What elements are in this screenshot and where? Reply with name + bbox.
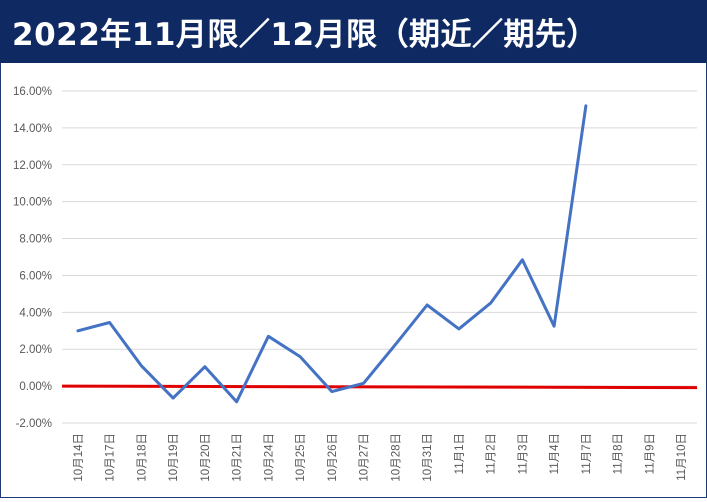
chart-title: 2022年11月限／12月限（期近／期先） [12,9,598,54]
y-tick-label: 10.00% [13,197,52,209]
x-tick-label: 11月4日 [549,433,561,474]
x-axis-ticks: 10月14日 10月17日 10月18日 10月19日 10月20日 10月21日 10月2… [73,433,688,482]
series-line [78,106,586,402]
y-tick-label: -2.00% [16,418,52,430]
x-tick-label: 11月10日 [676,433,688,481]
x-tick-label: 11月9日 [644,433,656,474]
y-axis-ticks: -2.00% 0.00% 2.00% 4.00% 6.00% 8.00% 10.00% 12.… [13,86,52,430]
y-tick-label: 16.00% [13,86,52,98]
y-tick-label: 14.00% [13,123,52,135]
x-tick-label: 10月20日 [200,433,212,482]
x-tick-label: 10月21日 [232,433,244,482]
y-tick-label: 0.00% [19,381,52,393]
title-banner: 2022年11月限／12月限（期近／期先） [0,0,707,63]
x-tick-label: 10月24日 [263,433,275,482]
zero-reference-line [62,386,697,388]
y-tick-label: 8.00% [19,234,52,246]
y-tick-label: 6.00% [19,270,52,282]
x-tick-label: 10月19日 [168,433,180,482]
y-tick-label: 2.00% [19,344,52,356]
x-tick-label: 10月25日 [295,433,307,482]
x-tick-label: 11月3日 [517,433,529,474]
x-tick-label: 10月28日 [390,433,402,482]
x-tick-label: 11月7日 [581,433,593,474]
x-tick-label: 10月18日 [136,433,148,482]
x-tick-label: 11月8日 [613,433,625,474]
series-group [78,106,586,402]
x-tick-label: 11月1日 [454,433,466,474]
zero-reference-line-group [62,386,697,388]
x-tick-label: 10月17日 [105,433,117,482]
chart-area: -2.00% 0.00% 2.00% 4.00% 6.00% 8.00% 10.00% 12.… [0,63,707,498]
x-tick-label: 11月2日 [486,433,498,474]
x-tick-label: 10月26日 [327,433,339,482]
y-tick-label: 12.00% [13,160,52,172]
y-tick-label: 4.00% [19,307,52,319]
line-chart: -2.00% 0.00% 2.00% 4.00% 6.00% 8.00% 10.00% 12.… [0,63,707,498]
x-tick-label: 10月31日 [422,433,434,482]
x-tick-label: 10月14日 [73,433,85,482]
x-tick-label: 10月27日 [359,433,371,482]
gridlines [62,91,697,423]
